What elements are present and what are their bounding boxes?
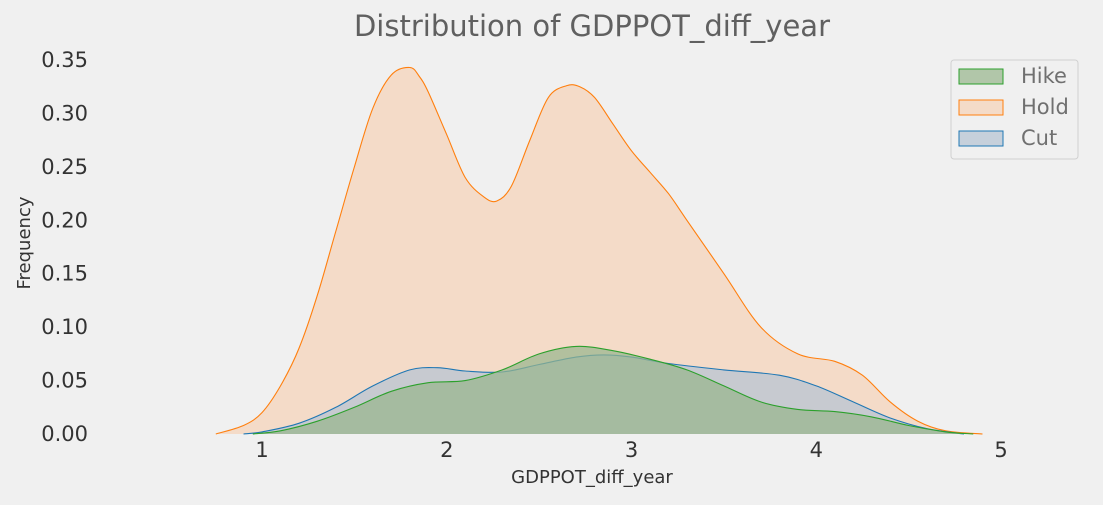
- y-tick-label: 0.15: [41, 262, 88, 286]
- legend-swatch-hike: [958, 68, 1004, 85]
- chart-title: Distribution of GDPPOT_diff_year: [354, 9, 830, 43]
- area-fill-hike: [252, 346, 974, 434]
- y-tick-label: 0.00: [41, 422, 88, 446]
- legend-swatch-cut: [958, 130, 1004, 147]
- y-tick-label: 0.10: [41, 315, 88, 339]
- density-line-hold: [215, 66, 983, 435]
- density-line-hike: [252, 345, 974, 435]
- density-areas: [215, 66, 983, 435]
- x-tick-label: 4: [810, 438, 823, 462]
- y-axis-label: Frequency: [14, 196, 35, 289]
- y-tick-label: 0.35: [41, 48, 88, 72]
- y-tick-label: 0.25: [41, 155, 88, 179]
- x-axis-label: GDPPOT_diff_year: [511, 467, 673, 488]
- y-tick-label: 0.20: [41, 208, 88, 232]
- x-tick-label: 1: [255, 438, 268, 462]
- y-axis-ticks: 0.00 0.05 0.10 0.15 0.20 0.25 0.30 0.35: [41, 48, 88, 446]
- legend: Hike Hold Cut: [950, 59, 1079, 160]
- legend-label-hold: Hold: [1021, 95, 1069, 119]
- legend-swatch-hold: [958, 99, 1004, 116]
- x-axis-ticks: 1 2 3 4 5: [255, 438, 1007, 462]
- x-tick-label: 5: [994, 438, 1007, 462]
- x-tick-label: 3: [625, 438, 638, 462]
- area-fill-hold: [215, 67, 983, 434]
- legend-label-cut: Cut: [1021, 126, 1057, 150]
- y-tick-label: 0.30: [41, 101, 88, 125]
- y-tick-label: 0.05: [41, 369, 88, 393]
- x-tick-label: 2: [440, 438, 453, 462]
- legend-label-hike: Hike: [1021, 64, 1067, 88]
